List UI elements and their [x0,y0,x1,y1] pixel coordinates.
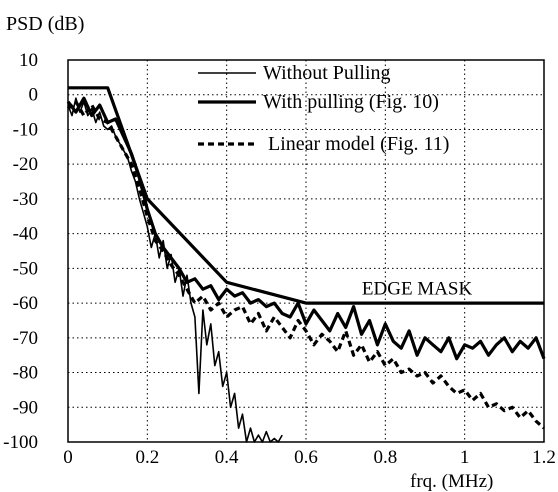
y-tick-label: -10 [13,119,38,140]
x-tick-label: 0.6 [294,447,318,468]
x-tick-label: 0.2 [135,447,159,468]
y-tick-label: -100 [3,432,38,453]
y-tick-label: -80 [13,363,38,384]
x-tick-label: 0.4 [215,447,239,468]
legend-label-with-pulling-fig-10: With pulling (Fig. 10) [263,91,439,113]
y-tick-label: -20 [13,154,38,175]
y-tick-label: 10 [19,50,38,71]
x-tick-label: 1 [460,447,470,468]
y-tick-label: -50 [13,258,38,279]
y-tick-label: -40 [13,224,38,245]
plot-frame [67,59,545,443]
tick-labels: 10 0 -10 -20 -30 -40 -50 -60 -70 -80 -90 -100 0 0.2 0.… [3,50,556,468]
annotations: EDGE MASK [362,278,473,299]
x-tick-label: 0.8 [373,447,397,468]
legend-label-without-pulling: Without Pulling [263,62,391,84]
y-tick-label: -70 [13,328,38,349]
y-axis-label: PSD (dB) [6,13,84,35]
x-tick-label: 1.2 [532,447,556,468]
legend: Without Pulling With pulling (Fig. 10) Lin… [198,62,449,155]
x-axis-label: frq. (MHz) [410,471,493,492]
x-tick-label: 0 [63,447,73,468]
annotation-edge-mask: EDGE MASK [362,278,473,299]
y-tick-label: -60 [13,293,38,314]
series-lines [66,86,546,443]
series-linear-model-fig-11 [66,100,546,430]
y-tick-label: 0 [29,85,39,106]
grid-lines [68,60,544,442]
series-without-pulling [67,97,283,443]
series-with-pulling-fig-10 [66,96,546,361]
y-tick-label: -90 [13,397,38,418]
series-edge-mask [68,86,544,305]
legend-label-linear-model-fig-11: Linear model (Fig. 11) [268,133,449,155]
y-tick-label: -30 [13,189,38,210]
